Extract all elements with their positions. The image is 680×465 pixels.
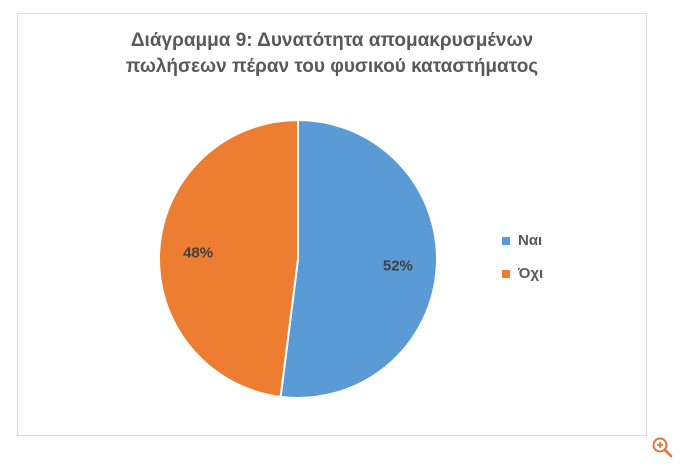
- legend-swatch-no: [502, 269, 510, 278]
- pie-chart: 52% 48%: [158, 118, 438, 399]
- legend-label-yes: Ναι: [518, 232, 543, 249]
- legend-label-no: Όχι: [518, 265, 544, 282]
- legend-item-yes: Ναι: [502, 224, 543, 257]
- data-label-yes: 52%: [383, 257, 413, 274]
- chart-title: Διάγραμμα 9: Δυνατότητα απομακρυσμένων π…: [18, 28, 646, 80]
- pie-slice-no: [158, 118, 299, 399]
- legend: Ναι Όχι: [502, 224, 543, 290]
- chart-title-line-1: Διάγραμμα 9: Δυνατότητα απομακρυσμένων: [130, 30, 534, 51]
- chart-container: Διάγραμμα 9: Δυνατότητα απομακρυσμένων π…: [17, 13, 647, 436]
- legend-swatch-yes: [502, 236, 510, 245]
- data-label-no: 48%: [183, 245, 213, 262]
- pie-slice-yes: [279, 118, 438, 399]
- zoom-in-icon[interactable]: [651, 436, 673, 458]
- legend-item-no: Όχι: [502, 257, 543, 290]
- chart-title-line-2: πωλήσεων πέραν του φυσικού καταστήματος: [125, 56, 539, 77]
